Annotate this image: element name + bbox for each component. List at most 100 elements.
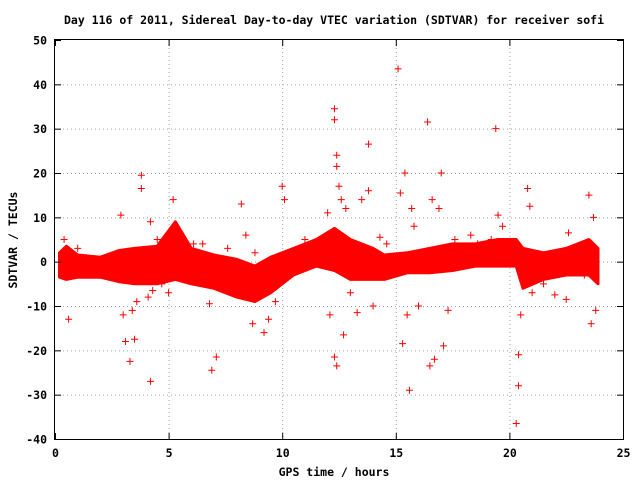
data-point [526, 202, 534, 210]
data-point [415, 302, 423, 310]
x-tick-label: 20 [503, 446, 517, 460]
x-tick-labels: 0 5 10 15 20 25 [52, 446, 630, 460]
y-axis-label: SDTVAR / TECUs [6, 192, 20, 289]
data-point [333, 151, 341, 159]
y-tick-label: -10 [26, 300, 47, 314]
y-tick-labels: -40 -30 -20 -10 0 10 20 30 40 50 [26, 34, 47, 447]
dense-data-band [58, 220, 600, 304]
data-point [126, 357, 134, 365]
data-point [117, 211, 125, 219]
data-point [437, 169, 445, 177]
data-point [408, 204, 416, 212]
data-point [340, 331, 348, 339]
data-point [330, 105, 338, 113]
data-point [428, 196, 436, 204]
x-axis-label: GPS time / hours [279, 465, 390, 479]
data-point [337, 196, 345, 204]
data-point [424, 118, 432, 126]
x-tick-label: 25 [617, 446, 631, 460]
data-point [551, 291, 559, 299]
data-point [149, 286, 157, 294]
data-point [592, 306, 600, 314]
data-point [487, 236, 495, 243]
data-point [328, 236, 336, 243]
data-point [399, 340, 407, 348]
data-point [265, 315, 273, 323]
data-points [58, 65, 600, 427]
data-point [435, 204, 443, 212]
x-tick-label: 10 [276, 446, 290, 460]
data-point [169, 196, 177, 204]
data-point [440, 342, 448, 350]
data-point [146, 218, 154, 226]
data-point [205, 300, 213, 308]
data-point [585, 191, 593, 199]
data-point [353, 309, 361, 317]
data-point [326, 311, 334, 319]
data-point [278, 182, 286, 190]
data-point [365, 140, 373, 148]
data-point [208, 366, 216, 374]
data-point [146, 377, 154, 385]
data-point [444, 306, 452, 314]
data-point [324, 209, 332, 217]
data-point [589, 213, 597, 221]
data-point [65, 315, 73, 323]
chart-title: Day 116 of 2011, Sidereal Day-to-day VTE… [64, 13, 604, 27]
data-point [403, 311, 411, 319]
data-point [430, 355, 438, 363]
data-point [514, 382, 522, 390]
data-point [158, 280, 166, 288]
data-point [74, 244, 82, 252]
data-point [301, 236, 309, 243]
data-point [494, 211, 502, 219]
data-point [358, 196, 366, 204]
data-point [342, 204, 350, 212]
data-point [330, 116, 338, 124]
data-point [131, 335, 139, 343]
data-point [190, 240, 198, 248]
y-tick-label: 30 [33, 122, 47, 136]
data-point [333, 162, 341, 170]
data-point [137, 171, 145, 179]
x-tick-label: 0 [52, 446, 59, 460]
data-point [426, 362, 434, 370]
data-point [369, 302, 377, 310]
data-point [330, 353, 338, 361]
data-point [383, 240, 391, 248]
x-tick-label: 15 [389, 446, 403, 460]
data-point [376, 233, 384, 241]
data-point [410, 222, 418, 230]
data-point [128, 306, 136, 314]
data-point [153, 236, 161, 243]
data-point [562, 295, 570, 303]
data-point [165, 289, 173, 297]
data-point [467, 231, 475, 239]
data-point [587, 320, 595, 328]
y-tick-label: 50 [33, 34, 47, 48]
y-tick-label: 10 [33, 211, 47, 225]
plot-frame [54, 39, 624, 440]
data-point [251, 249, 259, 257]
data-point [212, 353, 220, 361]
data-point [474, 240, 482, 248]
data-point [514, 351, 522, 359]
data-point [133, 298, 141, 306]
data-point [524, 185, 532, 193]
y-tick-label: 20 [33, 167, 47, 181]
data-point [283, 262, 291, 270]
data-point [387, 258, 395, 266]
data-point [315, 240, 323, 248]
data-point [249, 320, 257, 328]
data-point [119, 311, 127, 319]
data-point [144, 293, 152, 301]
y-tick-label: -40 [26, 433, 47, 447]
y-tick-label: 40 [33, 78, 47, 92]
data-point [528, 289, 536, 297]
data-point [333, 362, 341, 370]
data-point [199, 240, 207, 248]
y-tick-label: 0 [40, 255, 47, 269]
data-point [512, 419, 520, 427]
data-point [539, 280, 547, 288]
data-point [492, 125, 500, 133]
